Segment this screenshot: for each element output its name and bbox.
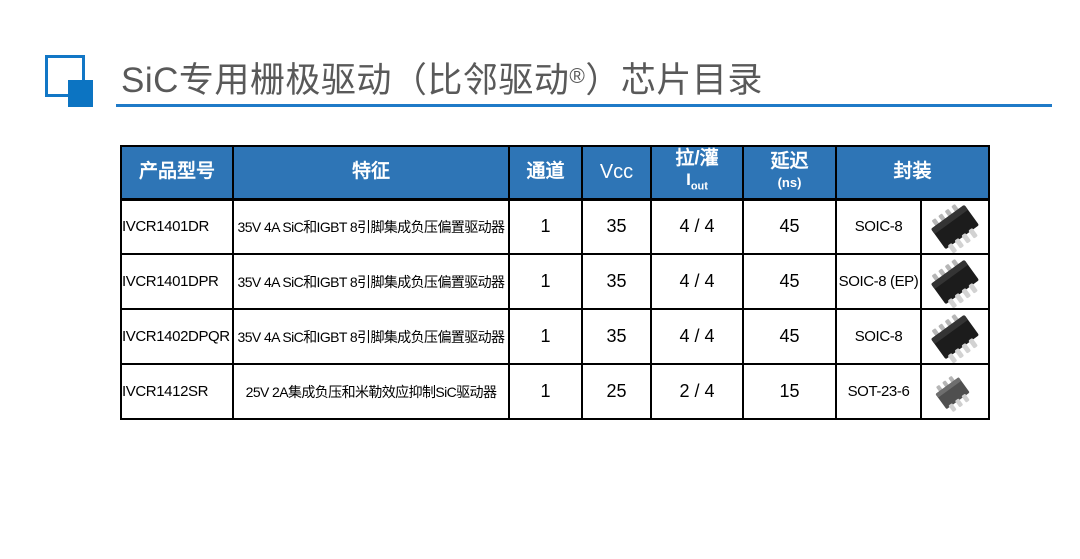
column-header-delay: 延迟 (ns) (742, 145, 837, 201)
cell-features: 35V 4A SiC和IGBT 8引脚集成负压偏置驱动器 (232, 253, 510, 310)
page-title-tail: ）芯片目录 (585, 61, 763, 100)
table-row: IVCR1402DPQR 35V 4A SiC和IGBT 8引脚集成负压偏置驱动… (120, 308, 991, 365)
cell-package: SOIC-8 (EP) (835, 253, 922, 310)
page-title-main: SiC专用栅极驱动（比邻驱动 (121, 61, 570, 100)
cell-package-image (919, 198, 991, 255)
registered-trademark-symbol: ® (569, 65, 586, 88)
cell-package-image (919, 363, 991, 420)
cell-channels: 1 (508, 198, 583, 255)
column-header-vcc: Vcc (581, 145, 652, 201)
cell-iout: 4 / 4 (650, 198, 744, 255)
sot-23-6-chip-image (935, 375, 970, 412)
cell-iout: 4 / 4 (650, 253, 744, 310)
column-header-model: 产品型号 (120, 145, 234, 201)
title-square-fill-icon (68, 80, 93, 107)
product-catalog-table: 产品型号 特征 通道 Vcc 拉/灌 Iout 延迟 (ns) (120, 145, 991, 420)
cell-model: IVCR1401DR (120, 198, 234, 255)
cell-delay: 15 (742, 363, 837, 420)
cell-package: SOT-23-6 (835, 363, 922, 420)
cell-iout: 2 / 4 (650, 363, 744, 420)
cell-package-image (919, 253, 991, 310)
cell-model: IVCR1401DPR (120, 253, 234, 310)
cell-vcc: 35 (581, 253, 652, 310)
cell-channels: 1 (508, 363, 583, 420)
cell-package: SOIC-8 (835, 198, 922, 255)
title-underline (116, 104, 1052, 107)
cell-features: 35V 4A SiC和IGBT 8引脚集成负压偏置驱动器 (232, 198, 510, 255)
soic-8-chip-image (931, 313, 979, 362)
table-row: IVCR1412SR 25V 2A集成负压和米勒效应抑制SiC驱动器 1 25 … (120, 363, 991, 420)
column-header-features: 特征 (232, 145, 510, 201)
cell-delay: 45 (742, 253, 837, 310)
title-square-outline-icon (45, 55, 85, 97)
cell-delay: 45 (742, 308, 837, 365)
column-header-package: 封装 (834, 145, 991, 201)
cell-delay: 45 (742, 198, 837, 255)
table-row: IVCR1401DPR 35V 4A SiC和IGBT 8引脚集成负压偏置驱动器… (120, 253, 991, 310)
cell-vcc: 35 (581, 198, 652, 255)
column-header-channels: 通道 (508, 145, 583, 201)
cell-model: IVCR1402DPQR (120, 308, 234, 365)
table-header-row: 产品型号 特征 通道 Vcc 拉/灌 Iout 延迟 (ns) (120, 145, 991, 201)
cell-model: IVCR1412SR (120, 363, 234, 420)
iout-symbol: I (686, 170, 691, 190)
cell-package-image (919, 308, 991, 365)
page-title: SiC专用栅极驱动（比邻驱动®）芯片目录 (121, 52, 763, 103)
soic-8-chip-image (931, 258, 979, 307)
cell-vcc: 35 (581, 308, 652, 365)
table-row: IVCR1401DR 35V 4A SiC和IGBT 8引脚集成负压偏置驱动器 … (120, 198, 991, 255)
cell-features: 35V 4A SiC和IGBT 8引脚集成负压偏置驱动器 (232, 308, 510, 365)
column-header-iout: 拉/灌 Iout (650, 145, 744, 201)
cell-package: SOIC-8 (835, 308, 922, 365)
cell-channels: 1 (508, 308, 583, 365)
soic-8-chip-image (931, 204, 979, 252)
iout-subscript: out (690, 180, 708, 193)
cell-iout: 4 / 4 (650, 308, 744, 365)
cell-channels: 1 (508, 253, 583, 310)
cell-features: 25V 2A集成负压和米勒效应抑制SiC驱动器 (232, 363, 510, 420)
cell-vcc: 25 (581, 363, 652, 420)
